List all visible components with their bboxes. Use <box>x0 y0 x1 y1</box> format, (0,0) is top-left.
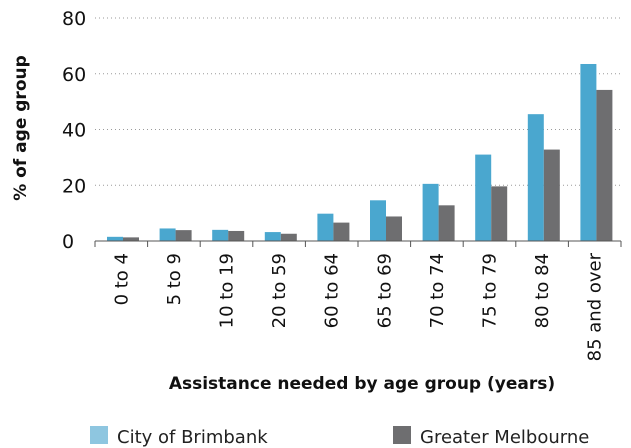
x-tick-label: 0 to 4 <box>111 253 132 305</box>
y-tick-label: 0 <box>62 231 74 253</box>
y-axis-title: % of age group <box>11 55 31 201</box>
bar-greater-melbourne <box>596 89 613 241</box>
legend: City of Brimbank Greater Melbourne <box>90 426 589 448</box>
x-axis-title: Assistance needed by age group (years) <box>169 374 555 394</box>
x-tick-label: 10 to 19 <box>217 253 238 328</box>
bar-brimbank <box>317 213 334 241</box>
bar-greater-melbourne <box>175 230 192 241</box>
x-tick-label: 5 to 9 <box>164 253 185 305</box>
bar-greater-melbourne <box>438 205 455 241</box>
bar-brimbank <box>107 236 123 241</box>
x-tick-label: 60 to 64 <box>322 253 343 328</box>
legend-swatch-brimbank <box>90 426 108 444</box>
x-tick-label: 80 to 84 <box>532 253 553 328</box>
x-tick-label: 85 and over <box>585 252 606 361</box>
bar-greater-melbourne <box>386 216 402 241</box>
y-tick-label: 40 <box>62 120 86 142</box>
bar-greater-melbourne <box>333 222 350 241</box>
x-tick-label: 20 to 59 <box>269 253 290 328</box>
bar-greater-melbourne <box>491 186 508 241</box>
y-tick-labels: 0 20 40 60 80 <box>62 8 86 253</box>
bar-brimbank <box>159 228 176 241</box>
legend-label-brimbank: City of Brimbank <box>117 427 268 448</box>
bar-brimbank <box>475 154 492 241</box>
legend-swatch-greater-melbourne <box>393 426 411 444</box>
bar-series <box>107 63 613 242</box>
x-tick-labels: 0 to 4 5 to 9 10 to 19 20 to 59 60 to 64 65 t… <box>94 241 622 361</box>
bar-brimbank <box>580 63 597 242</box>
bar-greater-melbourne <box>543 149 560 241</box>
x-tick-label: 65 to 69 <box>374 253 395 328</box>
bar-greater-melbourne <box>280 233 297 241</box>
bar-greater-melbourne <box>123 237 139 241</box>
y-tick-label: 80 <box>62 8 86 30</box>
legend-label-greater-melbourne: Greater Melbourne <box>420 427 589 448</box>
bar-brimbank <box>264 232 281 241</box>
bar-brimbank <box>527 114 544 241</box>
bar-greater-melbourne <box>228 230 245 241</box>
x-tick-label: 75 to 79 <box>480 253 501 328</box>
bar-brimbank <box>212 229 229 241</box>
y-tick-label: 20 <box>62 175 86 197</box>
y-tick-label: 60 <box>62 64 86 86</box>
bar-brimbank <box>370 200 386 241</box>
bar-brimbank <box>422 183 439 241</box>
x-tick-label: 70 to 74 <box>427 253 448 328</box>
